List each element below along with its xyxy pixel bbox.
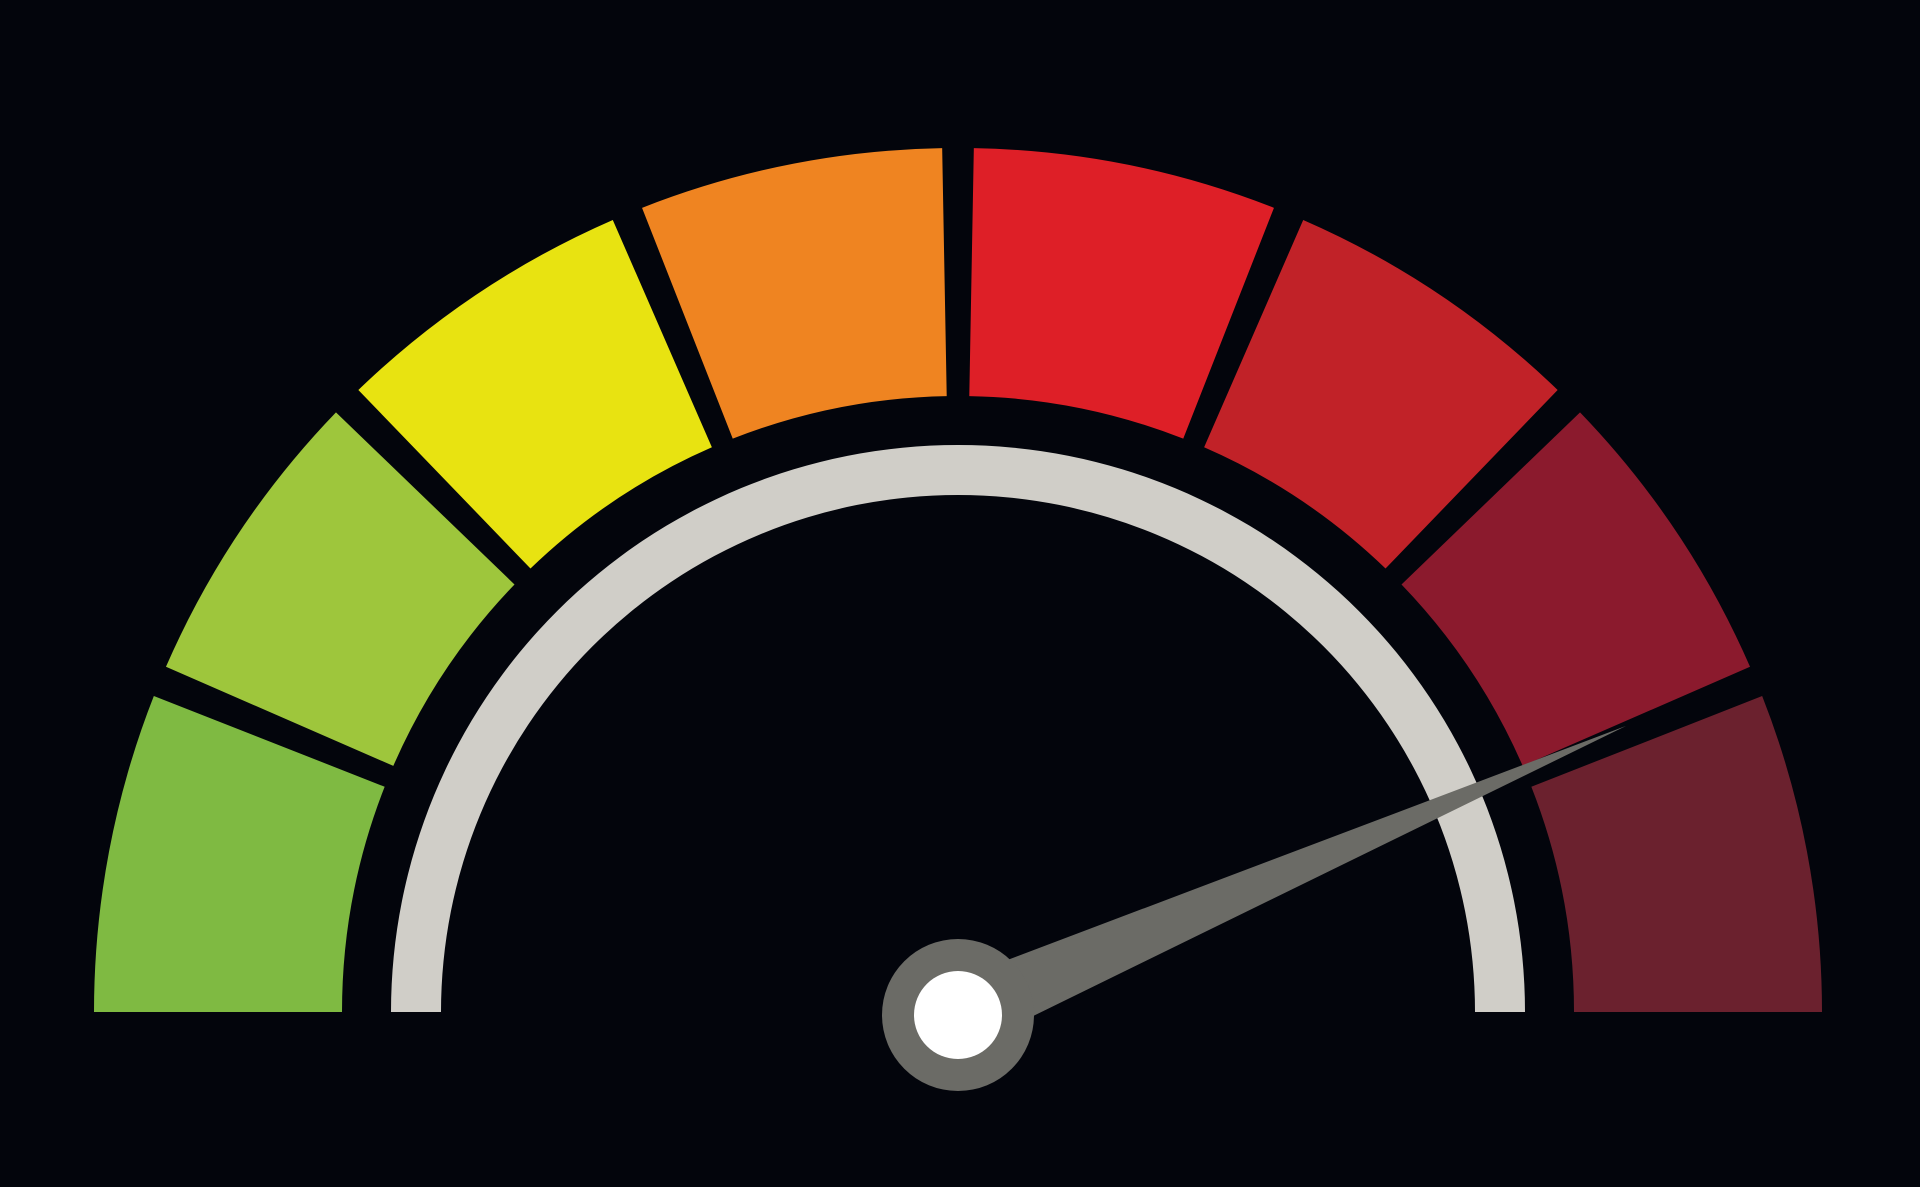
- gauge-segment-3: [358, 219, 712, 569]
- gauge-segment-1: [94, 696, 385, 1012]
- gauge-segment-2: [165, 412, 515, 766]
- gauge-segments: [94, 148, 1822, 1012]
- gauge-needle: [944, 725, 1627, 1047]
- gauge-segment-4: [642, 148, 947, 439]
- gauge-segment-7: [1401, 412, 1751, 766]
- gauge-segment-8: [1531, 696, 1822, 1012]
- hub-center: [914, 971, 1002, 1059]
- gauge-segment-5: [969, 148, 1274, 439]
- gauge-segment-6: [1204, 219, 1558, 569]
